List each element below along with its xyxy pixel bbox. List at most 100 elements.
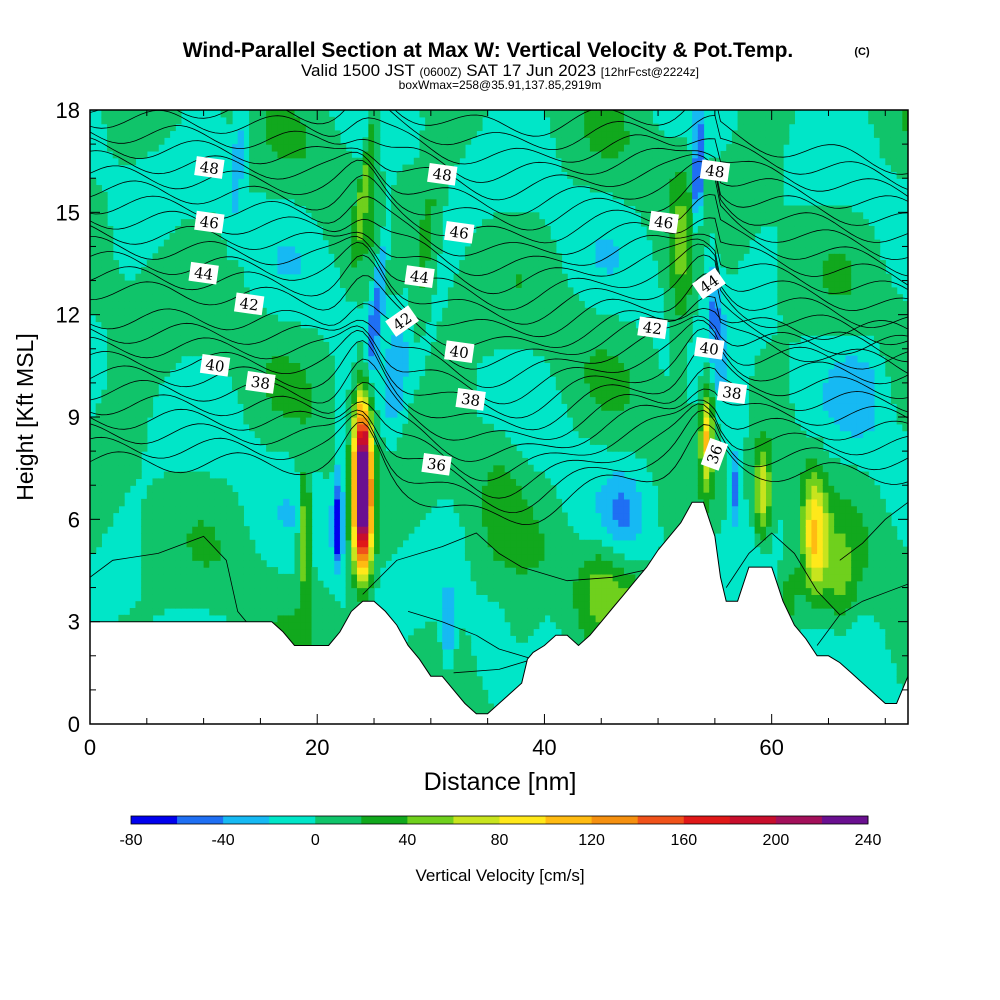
velocity-cell — [141, 546, 148, 555]
velocity-cell — [90, 498, 97, 507]
velocity-cell — [510, 457, 517, 466]
velocity-cell — [538, 560, 546, 568]
velocity-cell — [135, 376, 142, 384]
velocity-cell — [567, 614, 574, 623]
velocity-cell — [402, 232, 409, 241]
velocity-cell — [345, 526, 352, 534]
velocity-cell — [266, 423, 273, 432]
velocity-cell — [322, 376, 330, 384]
velocity-cell — [249, 608, 256, 616]
velocity-cell — [220, 512, 227, 520]
velocity-cell — [493, 539, 500, 548]
velocity-cell — [129, 437, 137, 445]
velocity-cell — [107, 505, 114, 514]
velocity-cell — [555, 307, 563, 316]
velocity-cell — [368, 437, 375, 445]
velocity-cell — [192, 519, 199, 527]
velocity-cell — [516, 614, 523, 623]
velocity-cell — [254, 144, 262, 152]
velocity-cell — [442, 314, 449, 323]
velocity-cell — [408, 294, 415, 302]
velocity-cell — [510, 225, 517, 234]
velocity-cell — [124, 430, 131, 439]
velocity-cell — [345, 457, 352, 466]
velocity-cell — [589, 355, 597, 364]
velocity-cell — [322, 587, 330, 595]
velocity-cell — [396, 471, 404, 479]
velocity-cell — [169, 253, 176, 261]
velocity-cell — [180, 601, 188, 609]
velocity-cell — [555, 526, 563, 534]
velocity-cell — [425, 130, 432, 138]
velocity-cell — [107, 307, 114, 316]
velocity-cell — [578, 539, 585, 548]
velocity-cell — [527, 335, 534, 343]
velocity-cell — [237, 355, 244, 364]
velocity-cell — [232, 191, 239, 200]
velocity-cell — [442, 642, 449, 650]
velocity-cell — [425, 478, 432, 486]
velocity-cell — [550, 110, 557, 118]
velocity-cell — [305, 355, 313, 364]
velocity-cell — [141, 280, 148, 288]
velocity-cell — [305, 580, 313, 589]
velocity-cell — [277, 321, 284, 329]
velocity-cell — [141, 116, 148, 125]
velocity-cell — [425, 253, 432, 261]
velocity-cell — [277, 403, 284, 411]
velocity-cell — [379, 246, 386, 254]
velocity-cell — [464, 417, 472, 425]
velocity-cell — [118, 348, 125, 357]
velocity-cell — [436, 137, 443, 145]
velocity-cell — [504, 587, 511, 595]
velocity-cell — [584, 410, 591, 418]
velocity-cell — [203, 532, 210, 541]
velocity-cell — [413, 198, 421, 207]
velocity-cell — [300, 171, 307, 179]
velocity-cell — [300, 546, 307, 555]
velocity-cell — [521, 587, 528, 595]
velocity-cell — [447, 369, 455, 377]
velocity-cell — [277, 246, 284, 254]
velocity-cell — [362, 362, 369, 370]
velocity-cell — [141, 348, 148, 357]
velocity-cell — [226, 526, 233, 534]
velocity-cell — [481, 253, 489, 261]
velocity-cell — [510, 532, 517, 541]
velocity-cell — [595, 601, 602, 609]
velocity-cell — [396, 492, 404, 500]
velocity-cell — [328, 355, 335, 364]
velocity-cell — [544, 608, 551, 616]
velocity-cell — [499, 498, 506, 507]
velocity-cell — [550, 369, 557, 377]
velocity-cell — [476, 417, 483, 425]
velocity-cell — [425, 212, 432, 220]
velocity-cell — [107, 266, 114, 275]
velocity-cell — [300, 123, 307, 132]
velocity-cell — [476, 355, 483, 364]
velocity-cell — [368, 423, 375, 432]
velocity-cell — [163, 314, 171, 323]
velocity-cell — [220, 519, 227, 527]
velocity-cell — [163, 273, 171, 282]
velocity-cell — [311, 110, 318, 118]
velocity-cell — [391, 348, 398, 357]
velocity-cell — [510, 587, 517, 595]
velocity-cell — [578, 348, 585, 357]
velocity-cell — [504, 328, 511, 336]
velocity-cell — [305, 512, 313, 520]
velocity-cell — [464, 635, 472, 643]
velocity-cell — [232, 178, 239, 186]
velocity-cell — [555, 150, 563, 159]
velocity-cell — [436, 341, 443, 350]
velocity-cell — [396, 335, 404, 343]
velocity-cell — [169, 341, 176, 350]
velocity-cell — [476, 505, 483, 514]
velocity-cell — [481, 689, 489, 698]
velocity-cell — [101, 110, 108, 118]
velocity-cell — [345, 273, 352, 282]
velocity-cell — [277, 608, 284, 616]
velocity-cell — [516, 266, 523, 275]
velocity-cell — [288, 417, 296, 425]
velocity-cell — [322, 116, 330, 125]
